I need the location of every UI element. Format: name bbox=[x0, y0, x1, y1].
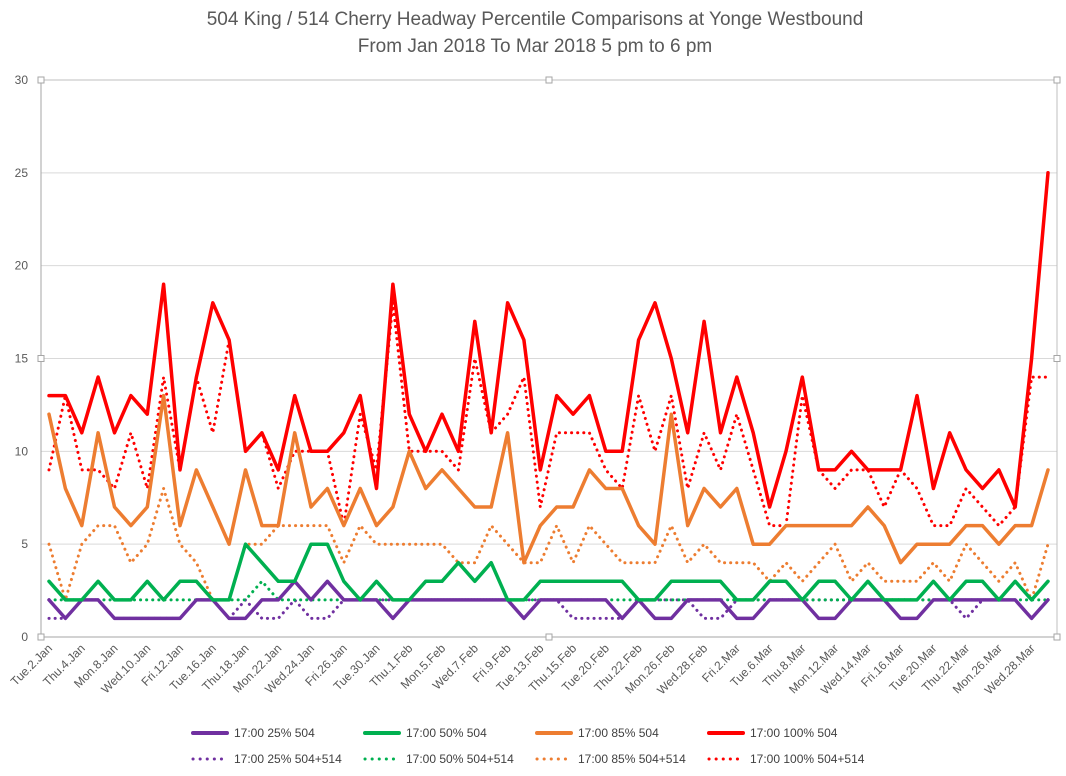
series-17-00-50-504 bbox=[47, 542, 1050, 602]
solid-line-swatch-icon bbox=[363, 731, 401, 735]
legend-label: 17:00 100% 504+514 bbox=[750, 752, 865, 766]
dotted-line-swatch-icon bbox=[363, 757, 401, 761]
legend-item: 17:00 50% 504+514 bbox=[362, 752, 534, 766]
legend-label: 17:00 25% 504+514 bbox=[234, 752, 342, 766]
legend-item: 17:00 50% 504 bbox=[362, 726, 534, 740]
chart-title: 504 King / 514 Cherry Headway Percentile… bbox=[206, 9, 864, 30]
resize-handle[interactable] bbox=[1053, 355, 1061, 362]
solid-line-swatch-icon bbox=[191, 731, 229, 735]
legend-label: 17:00 85% 504+514 bbox=[578, 752, 686, 766]
x-axis-ticks: Tue.2.JanThu.4.JanMon.8.JanWed.10.JanFri… bbox=[8, 641, 1038, 697]
legend-item: 17:00 100% 504 bbox=[706, 726, 896, 740]
y-tick-label: 25 bbox=[15, 166, 29, 180]
dotted-line-swatch-icon bbox=[191, 757, 229, 761]
series-17-00-100-504-514 bbox=[47, 301, 1050, 528]
series-lines bbox=[47, 171, 1050, 621]
legend-label: 17:00 100% 504 bbox=[750, 726, 838, 740]
legend-item: 17:00 25% 504 bbox=[190, 726, 362, 740]
resize-handle[interactable] bbox=[545, 76, 553, 84]
legend-item: 17:00 25% 504+514 bbox=[190, 752, 362, 766]
legend-item: 17:00 85% 504 bbox=[534, 726, 706, 740]
y-axis-ticks: 0 5 10 15 20 25 30 bbox=[15, 73, 29, 644]
legend-label: 17:00 50% 504 bbox=[406, 726, 487, 740]
series-17-00-85-504-514 bbox=[47, 487, 1050, 602]
legend-label: 17:00 85% 504 bbox=[578, 726, 659, 740]
legend-label: 17:00 50% 504+514 bbox=[406, 752, 514, 766]
legend: 17:00 25% 504 17:00 50% 504 17:00 85% 504 1… bbox=[190, 720, 910, 772]
series-17-00-25-504 bbox=[47, 579, 1050, 621]
resize-handle[interactable] bbox=[37, 355, 45, 362]
series-17-00-85-504 bbox=[47, 393, 1050, 565]
legend-item: 17:00 85% 504+514 bbox=[534, 752, 706, 766]
resize-handle[interactable] bbox=[1053, 76, 1061, 84]
resize-handle[interactable] bbox=[37, 633, 45, 641]
y-tick-label: 0 bbox=[21, 630, 28, 644]
chart-subtitle: From Jan 2018 To Mar 2018 5 pm to 6 pm bbox=[357, 36, 713, 57]
y-tick-label: 5 bbox=[21, 537, 28, 551]
y-tick-label: 30 bbox=[15, 73, 29, 87]
y-tick-label: 10 bbox=[15, 444, 29, 458]
series-17-00-100-504 bbox=[47, 171, 1050, 509]
plot-area-selection-frame[interactable] bbox=[37, 76, 1061, 641]
legend-label: 17:00 25% 504 bbox=[234, 726, 315, 740]
legend-item: 17:00 100% 504+514 bbox=[706, 752, 896, 766]
y-tick-label: 20 bbox=[15, 259, 29, 273]
solid-line-swatch-icon bbox=[707, 731, 745, 735]
solid-line-swatch-icon bbox=[535, 731, 573, 735]
dotted-line-swatch-icon bbox=[535, 757, 573, 761]
resize-handle[interactable] bbox=[1053, 633, 1061, 641]
resize-handle[interactable] bbox=[545, 633, 553, 641]
legend-row-dotted: 17:00 25% 504+514 17:00 50% 504+514 17:00 … bbox=[190, 746, 910, 772]
y-tick-label: 15 bbox=[15, 352, 29, 366]
legend-row-solid: 17:00 25% 504 17:00 50% 504 17:00 85% 504 1… bbox=[190, 720, 910, 746]
dotted-line-swatch-icon bbox=[707, 757, 745, 761]
resize-handle[interactable] bbox=[37, 76, 45, 84]
